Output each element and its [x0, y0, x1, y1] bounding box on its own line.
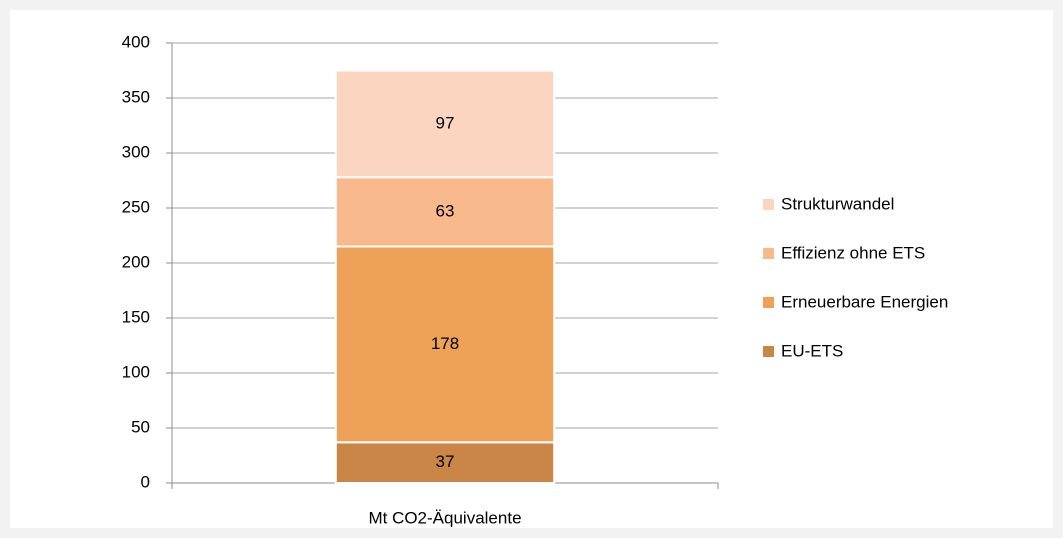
y-tick-label: 250 [122, 197, 150, 216]
legend-label: Strukturwandel [781, 194, 894, 213]
y-tick-label: 350 [122, 87, 150, 106]
y-tick-label: 100 [122, 362, 150, 381]
bar-segment [334, 69, 556, 179]
legend-label: EU-ETS [781, 341, 843, 360]
data-label: 37 [436, 452, 455, 471]
legend-swatch [763, 248, 774, 259]
y-tick-label: 0 [141, 472, 150, 491]
legend-label: Erneuerbare Energien [781, 292, 948, 311]
legend-swatch [763, 199, 774, 210]
data-label: 178 [431, 334, 459, 353]
data-label: 97 [436, 113, 455, 132]
y-tick-label: 400 [122, 32, 150, 51]
y-tick-label: 200 [122, 252, 150, 271]
y-tick-label: 50 [131, 417, 150, 436]
bar-segment [334, 441, 556, 484]
y-tick-label: 300 [122, 142, 150, 161]
legend-swatch [763, 297, 774, 308]
bar-segment [334, 245, 556, 444]
legend-swatch [763, 346, 774, 357]
legend-label: Effizienz ohne ETS [781, 243, 925, 262]
data-label: 63 [436, 201, 455, 220]
y-tick-label: 150 [122, 307, 150, 326]
x-tick-label: Mt CO2-Äquivalente [368, 508, 521, 527]
